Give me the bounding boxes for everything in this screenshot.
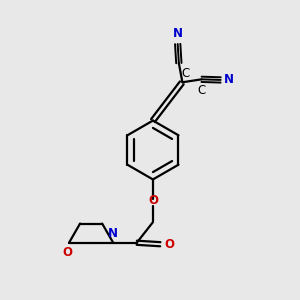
Text: C: C xyxy=(197,84,206,97)
Text: C: C xyxy=(181,67,190,80)
Text: O: O xyxy=(63,246,73,259)
Text: O: O xyxy=(148,194,158,207)
Text: N: N xyxy=(224,74,234,86)
Text: N: N xyxy=(173,28,183,40)
Text: O: O xyxy=(164,238,174,251)
Text: N: N xyxy=(108,227,118,240)
